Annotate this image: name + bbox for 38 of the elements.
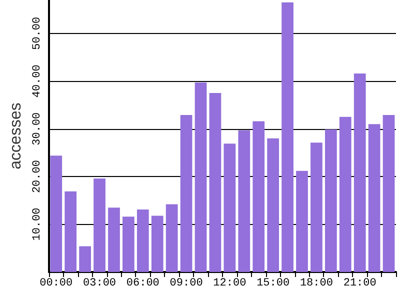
y-tick-label: 40.00 — [31, 64, 44, 98]
x-tick-label: 12:00 — [213, 278, 246, 290]
bar — [354, 73, 366, 272]
bar — [368, 124, 380, 272]
bar — [180, 115, 192, 272]
bar — [50, 156, 62, 272]
x-tick-label: 09:00 — [170, 278, 203, 290]
bar — [108, 208, 120, 272]
y-axis-title: accesses — [8, 102, 24, 170]
y-tick-label: 20.00 — [31, 160, 44, 194]
bar — [282, 2, 294, 272]
bar — [339, 116, 352, 272]
y-tick-label: 10.00 — [31, 208, 44, 241]
x-tick-label: 21:00 — [343, 278, 376, 290]
bar — [166, 204, 178, 272]
bar — [382, 115, 395, 272]
bar — [224, 144, 236, 272]
y-tick-label: 50.00 — [31, 16, 44, 50]
bar — [252, 121, 265, 272]
bar — [136, 209, 149, 272]
bar — [238, 130, 250, 272]
x-tick-label: 03:00 — [83, 278, 116, 290]
bar — [122, 216, 134, 272]
bar — [151, 216, 164, 272]
x-tick-label: 15:00 — [256, 278, 290, 290]
bar — [267, 138, 279, 272]
bar — [209, 93, 222, 272]
x-tick-label: 06:00 — [126, 278, 160, 290]
x-tick-label: 18:00 — [300, 278, 333, 290]
bar — [94, 178, 106, 272]
bar — [324, 129, 337, 272]
y-tick-label: 30.00 — [31, 112, 44, 146]
bar — [79, 246, 91, 272]
bar — [64, 191, 77, 272]
x-tick-label: 00:00 — [40, 278, 73, 290]
bar — [296, 170, 308, 272]
bar — [310, 142, 322, 272]
bar — [194, 82, 207, 272]
